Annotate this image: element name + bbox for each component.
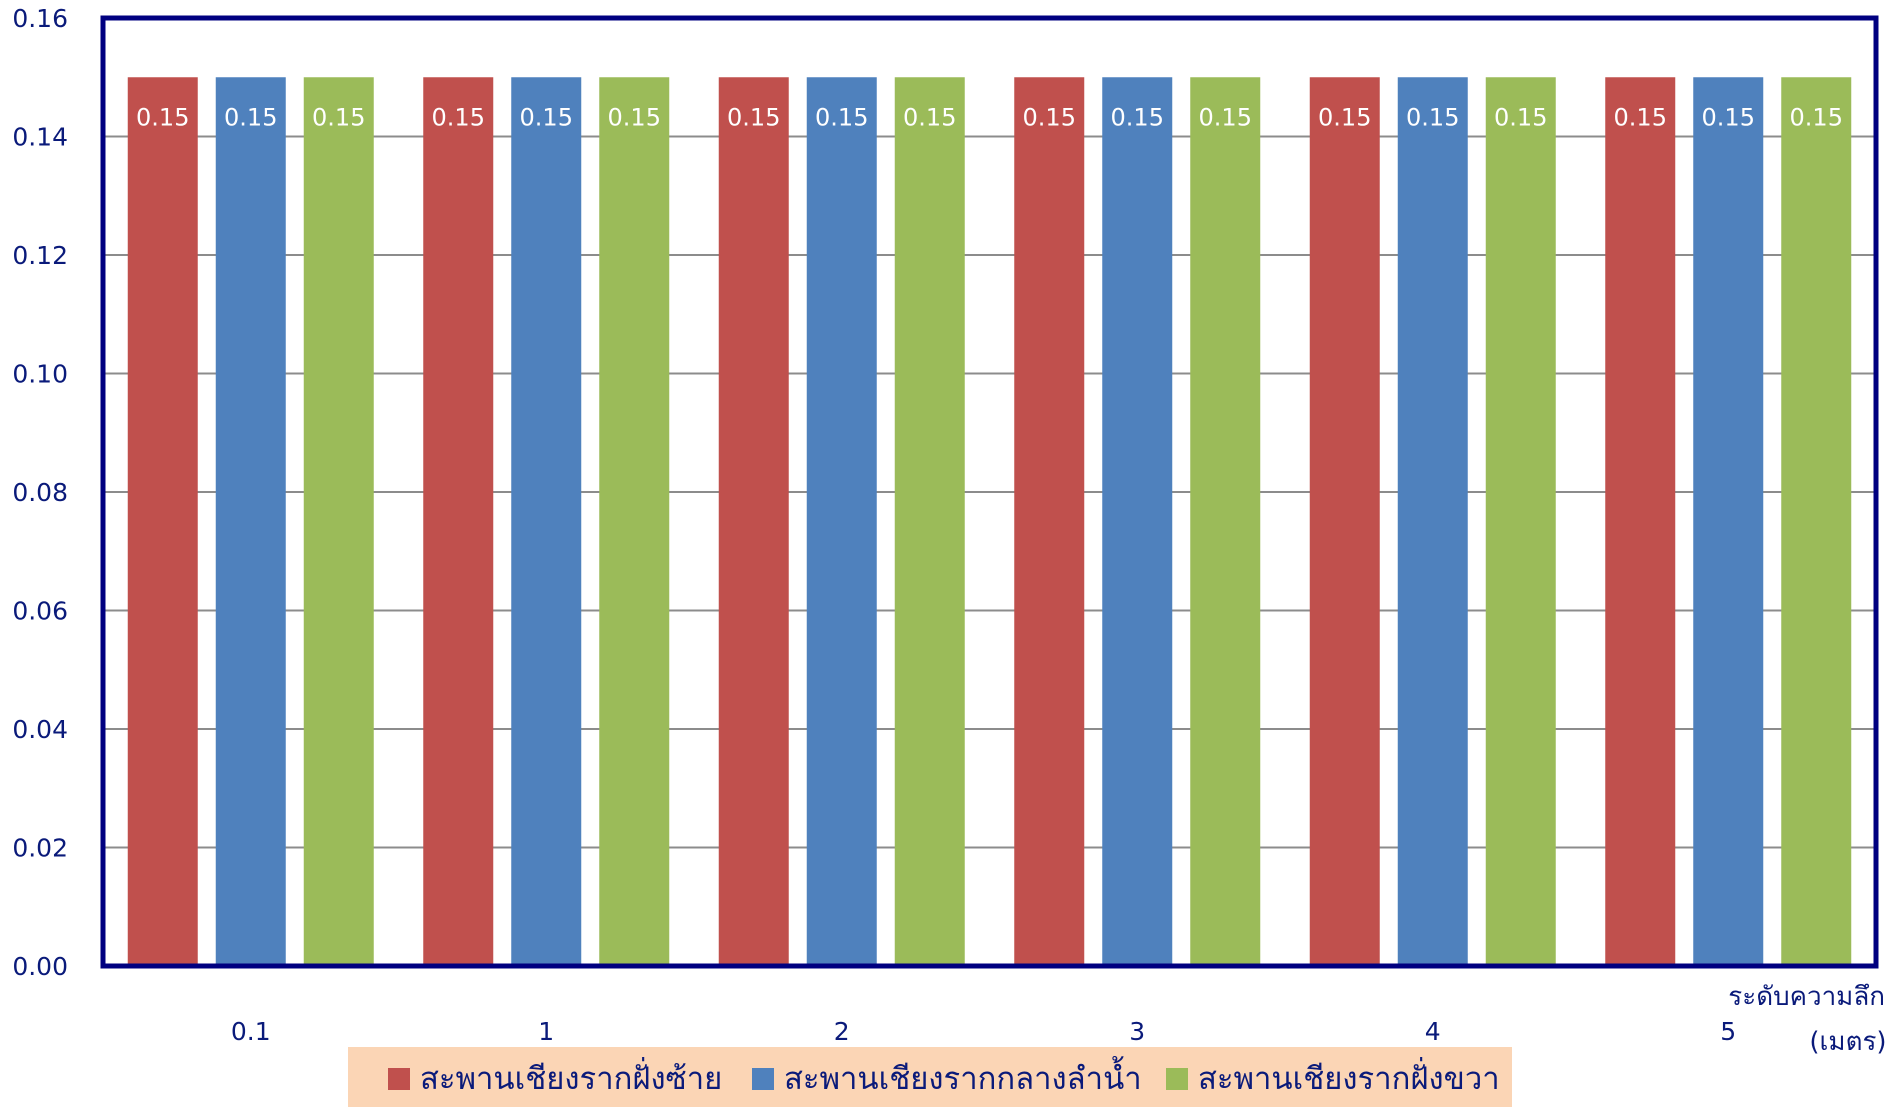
x-axis-categories: 0.1 1 2 3 4 5 [231,1017,1736,1046]
bar [894,77,965,966]
legend-swatch [1166,1068,1188,1090]
x-axis-title-line2: (เมตร) [1809,1027,1886,1057]
y-tick-label: 0.08 [12,478,68,507]
bar [1781,77,1852,966]
legend-entry: สะพานเชียงรากฝั่งขวา [1198,1057,1500,1097]
data-label: 0.15 [312,103,365,131]
data-label: 0.15 [903,103,956,131]
bar [1014,77,1085,966]
data-label: 0.15 [1790,103,1843,131]
bar [1190,77,1261,966]
bar [1485,77,1556,966]
data-label: 0.15 [1199,103,1252,131]
legend-swatch [752,1068,774,1090]
grid-lines [103,135,1876,849]
bar [1605,77,1676,966]
bars [127,77,1852,966]
y-tick-label: 0.16 [12,4,68,33]
y-tick-label: 0.02 [12,834,68,863]
data-label: 0.15 [1318,103,1371,131]
data-label: 0.15 [1702,103,1755,131]
x-category-label: 2 [834,1017,850,1046]
data-label: 0.15 [520,103,573,131]
legend-swatch [388,1068,410,1090]
bar [1397,77,1468,966]
y-tick-label: 0.06 [12,597,68,626]
x-category-label: 4 [1425,1017,1441,1046]
data-label: 0.15 [224,103,277,131]
x-category-label: 3 [1129,1017,1145,1046]
data-label: 0.15 [727,103,780,131]
x-category-label: 0.1 [231,1017,271,1046]
data-label: 0.15 [1406,103,1459,131]
legend: สะพานเชียงรากฝั่งซ้าย สะพานเชียงรากกลางลำ… [348,1047,1512,1107]
data-labels: 0.15 0.15 0.15 0.15 0.15 0.15 0.15 0.15 0.15 0.15… [136,103,1843,131]
legend-entry: สะพานเชียงรากกลางลำน้ำ [784,1056,1142,1097]
y-tick-label: 0.04 [12,715,68,744]
bar [1693,77,1764,966]
bar [806,77,877,966]
y-tick-label: 0.00 [12,952,68,981]
y-tick-label: 0.12 [12,241,68,270]
data-label: 0.15 [136,103,189,131]
data-label: 0.15 [1494,103,1547,131]
x-axis-title-line1: ระดับความลึก [1728,982,1885,1012]
data-label: 0.15 [1614,103,1667,131]
bar [303,77,374,966]
legend-background [348,1047,1512,1107]
legend-entry: สะพานเชียงรากฝั่งซ้าย [420,1057,722,1097]
bar [718,77,789,966]
data-label: 0.15 [815,103,868,131]
y-axis-ticks: 0.00 0.02 0.04 0.06 0.08 0.10 0.12 0.14 0.16 [12,4,68,981]
y-tick-label: 0.14 [12,123,68,152]
bar [127,77,198,966]
y-tick-label: 0.10 [12,360,68,389]
bar [215,77,286,966]
data-label: 0.15 [1023,103,1076,131]
bar [1102,77,1173,966]
data-label: 0.15 [608,103,661,131]
bar [1309,77,1380,966]
x-category-label: 1 [538,1017,554,1046]
data-label: 0.15 [432,103,485,131]
bar [599,77,670,966]
data-label: 0.15 [1111,103,1164,131]
x-category-label: 5 [1720,1017,1736,1046]
bar [423,77,494,966]
bar [511,77,582,966]
